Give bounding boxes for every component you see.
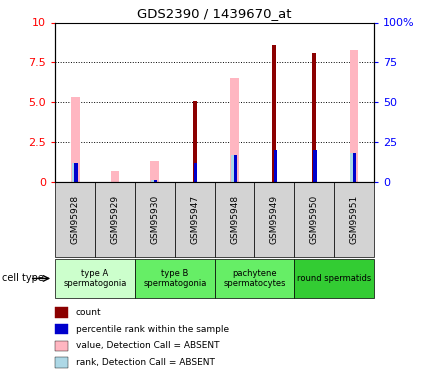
Bar: [313, 150, 317, 182]
Bar: [215, 259, 294, 298]
Bar: [274, 150, 277, 182]
Text: value, Detection Call = ABSENT: value, Detection Call = ABSENT: [76, 341, 219, 350]
Bar: [312, 53, 316, 182]
Text: type B
spermatogonia: type B spermatogonia: [143, 269, 207, 288]
Text: GSM95950: GSM95950: [310, 195, 319, 244]
Text: GSM95947: GSM95947: [190, 195, 199, 244]
Bar: [150, 161, 159, 182]
Bar: [135, 259, 215, 298]
Title: GDS2390 / 1439670_at: GDS2390 / 1439670_at: [137, 7, 292, 20]
Bar: [193, 100, 197, 182]
Bar: [55, 307, 68, 318]
Text: GSM95951: GSM95951: [350, 195, 359, 244]
Text: GSM95929: GSM95929: [110, 195, 119, 244]
Text: rank, Detection Call = ABSENT: rank, Detection Call = ABSENT: [76, 358, 215, 368]
Bar: [353, 153, 357, 182]
Bar: [135, 182, 175, 257]
Bar: [74, 163, 77, 182]
Bar: [294, 182, 334, 257]
Bar: [110, 171, 119, 182]
Bar: [151, 180, 155, 182]
Bar: [230, 78, 239, 182]
Text: GSM95949: GSM95949: [270, 195, 279, 244]
Bar: [55, 357, 68, 368]
Bar: [55, 182, 95, 257]
Text: GSM95928: GSM95928: [71, 195, 79, 244]
Text: type A
spermatogonia: type A spermatogonia: [63, 269, 127, 288]
Bar: [55, 340, 68, 351]
Text: cell type: cell type: [2, 273, 44, 284]
Bar: [95, 182, 135, 257]
Bar: [351, 153, 354, 182]
Bar: [272, 45, 276, 182]
Bar: [55, 259, 135, 298]
Bar: [175, 182, 215, 257]
Text: percentile rank within the sample: percentile rank within the sample: [76, 324, 229, 334]
Bar: [231, 155, 235, 182]
Text: GSM95930: GSM95930: [150, 195, 159, 244]
Text: count: count: [76, 308, 102, 316]
Bar: [215, 182, 255, 257]
Bar: [55, 324, 68, 334]
Bar: [71, 163, 76, 182]
Text: pachytene
spermatocytes: pachytene spermatocytes: [223, 269, 286, 288]
Bar: [194, 163, 197, 182]
Text: round spermatids: round spermatids: [297, 274, 371, 283]
Bar: [350, 50, 358, 182]
Bar: [71, 98, 79, 182]
Bar: [294, 259, 374, 298]
Bar: [334, 182, 374, 257]
Bar: [234, 155, 237, 182]
Bar: [154, 180, 157, 182]
Bar: [255, 182, 294, 257]
Text: GSM95948: GSM95948: [230, 195, 239, 244]
